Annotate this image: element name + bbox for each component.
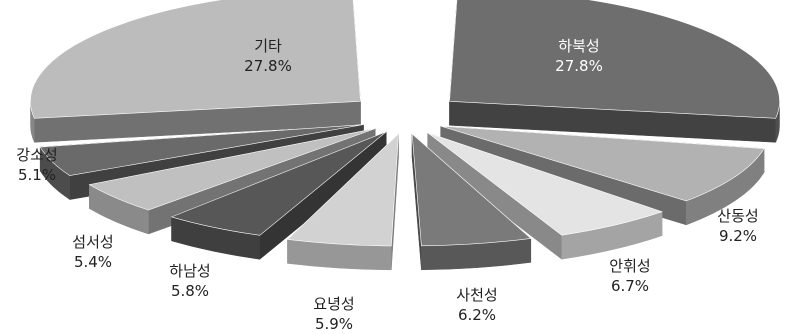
slice-value-label: 27.8% [555,57,603,75]
slice-category-label: 섬서성 [72,233,113,251]
slice-value-label: 6.2% [458,306,496,324]
slice-value-label: 9.2% [719,227,757,245]
slice-value-label: 5.8% [171,282,209,300]
slice-value-label: 5.9% [315,315,353,333]
pie-slice [449,0,780,119]
slice-category-label: 하북성 [558,37,599,55]
pie-slice [30,0,361,119]
slice-category-label: 강소성 [16,146,57,164]
slice-category-label: 안휘성 [609,257,650,275]
pie-slice [88,128,376,211]
slice-category-label: 사천성 [456,286,497,304]
pie-slice [286,133,399,247]
pie-slice [39,124,364,176]
slice-value-label: 27.8% [244,57,292,75]
slice-tops [30,0,780,247]
slice-labels: 하북성 27.8% 산동성 9.2% 안휘성 6.7% 사천성 6.2% 요녕성 5.9% 하남성 5… [16,37,758,333]
pie-slice [427,132,663,236]
slice-category-label: 산동성 [717,207,758,225]
pie-slice [170,131,387,236]
slice-category-label: 요녕성 [313,295,354,313]
pie-slice [440,125,765,202]
pie-slice [411,133,532,247]
slice-value-label: 6.7% [611,277,649,295]
slice-value-label: 5.1% [18,166,56,184]
slice-category-label: 기타 [254,37,282,55]
slice-value-label: 5.4% [74,253,112,271]
slice-category-label: 하남성 [169,262,210,280]
